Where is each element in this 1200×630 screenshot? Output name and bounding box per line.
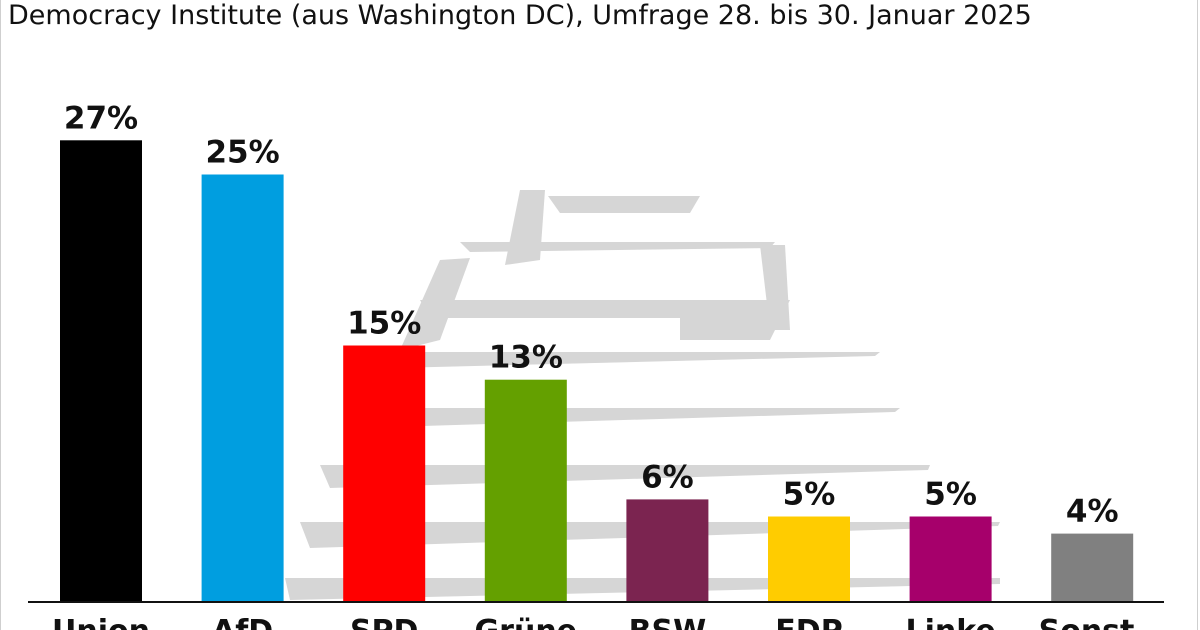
category-label-spd: SPD	[350, 614, 419, 630]
bar-afd	[201, 174, 284, 602]
value-label-spd: 15%	[347, 306, 421, 342]
category-label-afd: AfD	[212, 614, 273, 630]
bar-linke	[909, 516, 992, 602]
category-label-linke: Linke	[905, 614, 995, 630]
value-label-fdp: 5%	[783, 477, 836, 513]
bar-bsw	[626, 499, 709, 602]
value-label-gruene: 13%	[489, 340, 563, 376]
bar-gruene	[484, 379, 567, 602]
category-labels-layer: Union AfD SPD Grüne BSW FDP Linke Sonst.	[52, 614, 1146, 630]
bar-spd	[343, 345, 426, 602]
value-label-linke: 5%	[924, 477, 977, 513]
value-label-union: 27%	[64, 100, 138, 136]
value-label-afd: 25%	[205, 135, 279, 171]
category-label-union: Union	[52, 614, 150, 630]
bar-sonst	[1051, 533, 1134, 602]
category-label-gruene: Grüne	[475, 614, 577, 630]
value-label-bsw: 6%	[641, 459, 694, 495]
bar-fdp	[768, 516, 850, 602]
category-label-sonst: Sonst.	[1039, 614, 1146, 630]
value-labels-layer: 27% 25% 15% 13% 6% 5% 5% 4%	[64, 100, 1119, 529]
chart-title: Democracy Institute (aus Washington DC),…	[8, 0, 1032, 31]
value-label-sonst: 4%	[1066, 494, 1119, 530]
category-label-bsw: BSW	[629, 614, 707, 630]
bar-union	[60, 140, 142, 603]
bars-layer	[60, 140, 1134, 603]
category-label-fdp: FDP	[775, 614, 842, 630]
